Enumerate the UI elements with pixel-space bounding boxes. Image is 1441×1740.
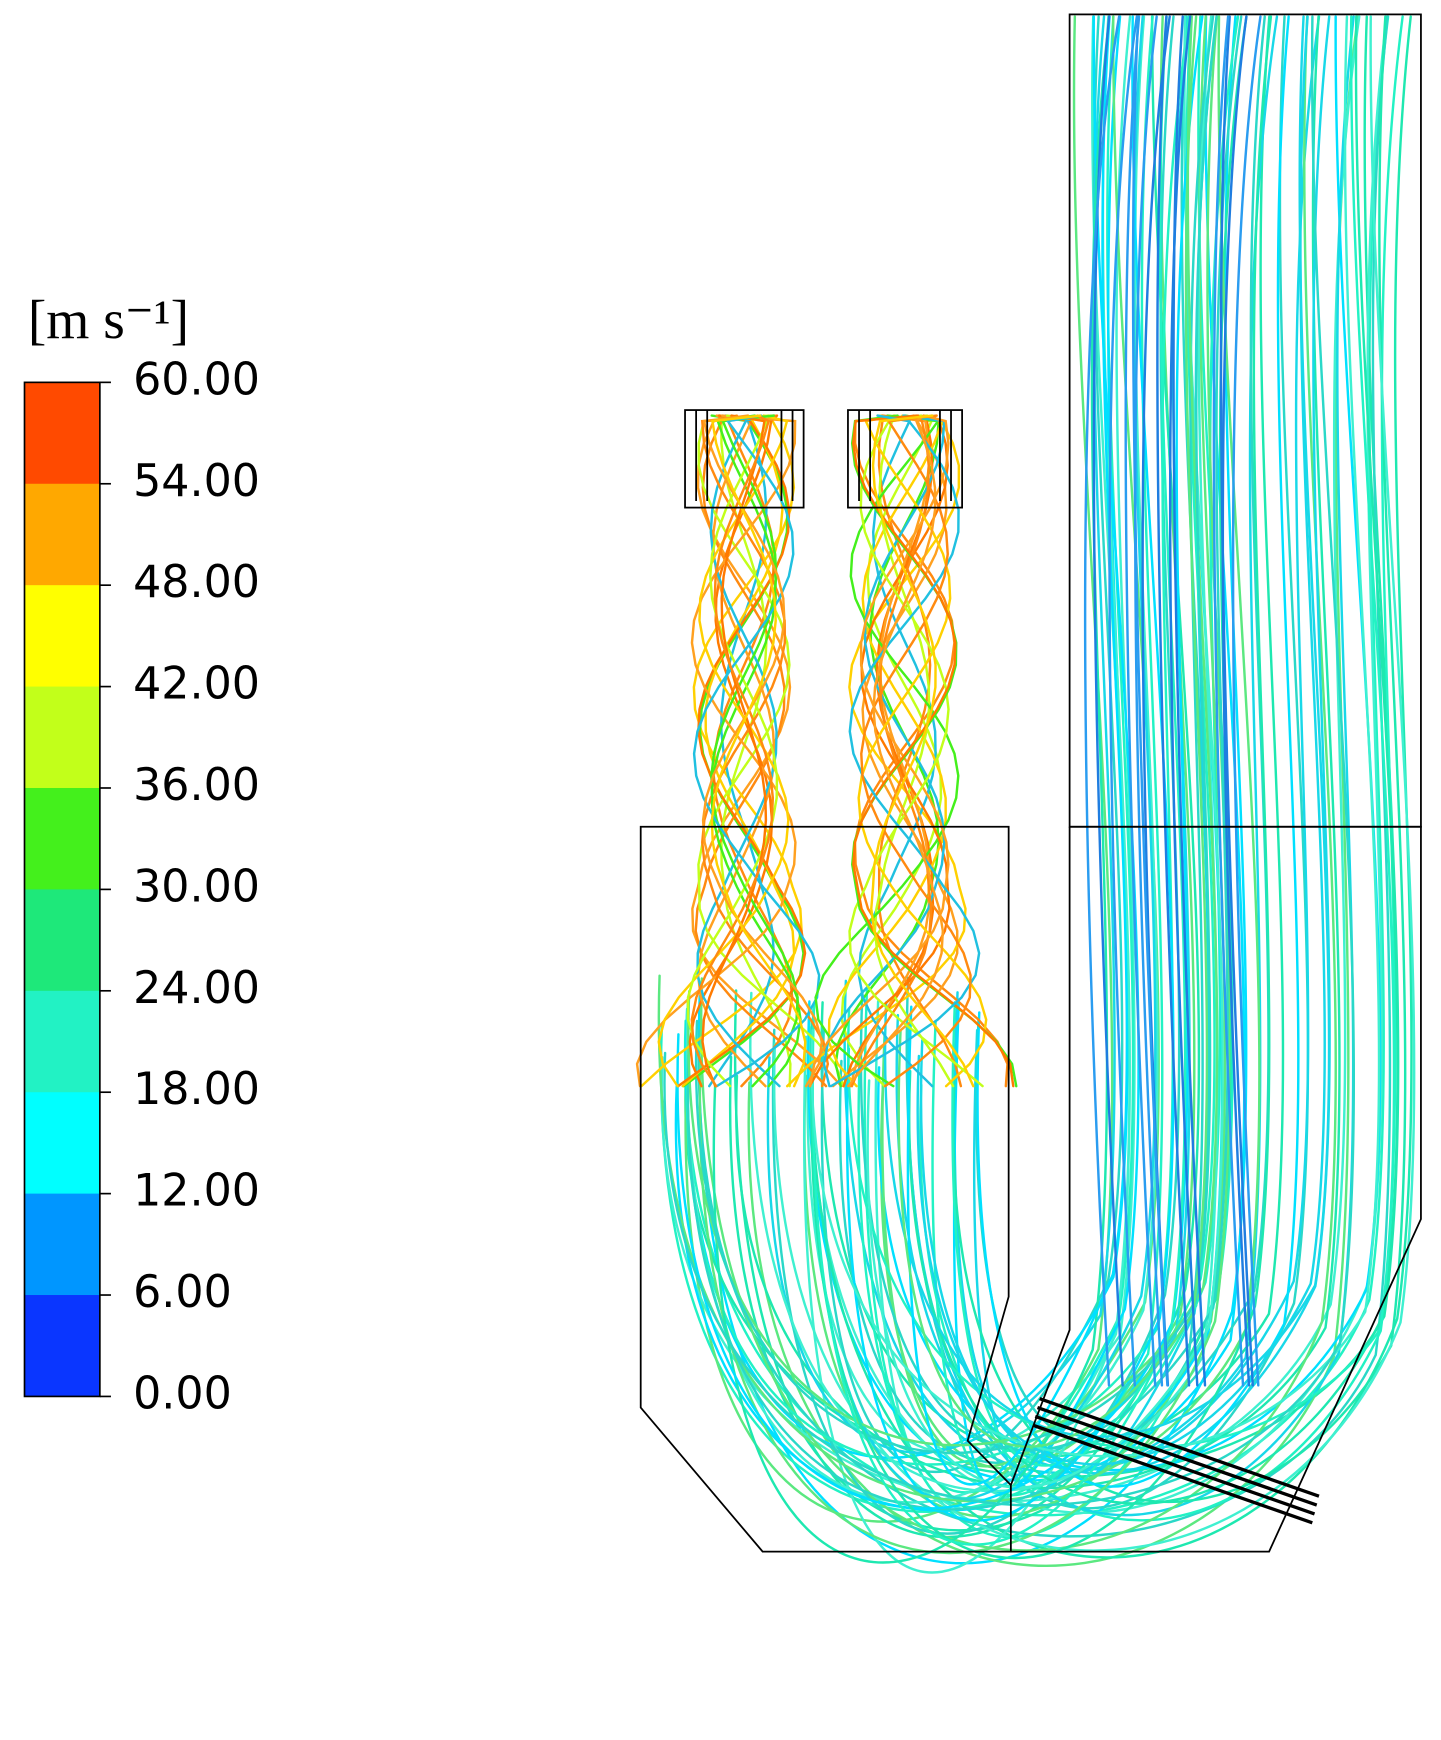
color-bin	[24, 382, 100, 485]
streamline	[1168, 15, 1199, 1387]
streamline	[735, 15, 1341, 1490]
streamline	[866, 15, 1224, 1489]
jet-streamline	[827, 414, 947, 1088]
tick-label: 0.00	[133, 1368, 232, 1419]
streamline	[766, 15, 1116, 1454]
streamline	[1083, 15, 1121, 1387]
tick-label: 54.00	[133, 456, 260, 507]
jet-streamline	[831, 414, 959, 1088]
furnace-outline	[639, 825, 1422, 1553]
unit-label: [m s⁻¹]	[28, 289, 189, 350]
streamline	[975, 15, 1270, 1443]
streamline	[810, 15, 1381, 1458]
streamline	[976, 15, 1300, 1488]
tick-label: 18.00	[133, 1064, 260, 1115]
streamline	[683, 15, 1390, 1517]
streamline	[685, 15, 1159, 1504]
burner-right	[847, 409, 963, 509]
streamline	[712, 15, 1111, 1564]
jet-streamline	[860, 414, 972, 1088]
streamline	[747, 15, 1360, 1567]
color-bin	[24, 585, 100, 688]
streamline	[810, 15, 1413, 1559]
burner-left	[684, 409, 805, 509]
streamline	[1172, 15, 1207, 1387]
streamline	[1108, 15, 1139, 1387]
tick-label: 6.00	[133, 1267, 232, 1318]
streamline	[697, 15, 1248, 1565]
color-bin	[24, 1295, 100, 1397]
colorbar: [m s⁻¹] 60.00 54.00 48.00 42.00 36.00 30.00 24…	[23, 289, 260, 1419]
streamline	[1134, 15, 1164, 1387]
streamline	[806, 15, 1136, 1455]
streamline	[883, 15, 1331, 1438]
streamline	[697, 15, 1392, 1538]
color-bin	[24, 889, 100, 992]
color-bin	[24, 483, 100, 586]
streamline	[952, 15, 1407, 1504]
jet-streamline	[676, 414, 807, 1088]
streamline	[1156, 15, 1191, 1387]
tick-label: 24.00	[133, 963, 260, 1014]
burner-inner	[695, 410, 952, 501]
streamline	[952, 15, 1140, 1493]
jet-streamline	[808, 414, 950, 1088]
streamline	[728, 15, 1248, 1532]
jet-streamline	[857, 414, 988, 1088]
tick-label: 36.00	[133, 760, 260, 811]
color-bin	[24, 686, 100, 789]
color-bin	[24, 787, 100, 890]
jet-streamline	[850, 414, 933, 1088]
jet-streamline	[686, 414, 779, 1088]
jet-streamline	[870, 414, 975, 1088]
jet-streamline	[710, 414, 802, 1088]
tick-label: 42.00	[133, 659, 260, 710]
jet-streamline	[822, 414, 946, 1088]
streamline	[820, 15, 1124, 1474]
streamline	[811, 15, 1187, 1546]
streamline	[687, 15, 1219, 1447]
streamline	[698, 15, 1231, 1555]
streamline	[772, 15, 1416, 1552]
tick-label: 12.00	[133, 1166, 260, 1217]
heat-exchanger	[1032, 1397, 1320, 1525]
tick-label: 48.00	[133, 557, 260, 608]
streamline	[1212, 15, 1245, 1387]
streamline	[1219, 15, 1255, 1387]
geometry	[639, 13, 1422, 1553]
streamline	[803, 15, 1131, 1574]
jet-streamline	[710, 414, 807, 1088]
streamline	[1221, 15, 1251, 1387]
streamline	[1231, 15, 1262, 1387]
tick-label: 30.00	[133, 861, 260, 912]
streamline	[1124, 15, 1157, 1387]
streamline	[874, 15, 1131, 1511]
streamline	[916, 15, 1326, 1466]
streamline	[847, 15, 1396, 1449]
jet-streamline	[814, 414, 960, 1088]
streamline	[1131, 15, 1169, 1387]
jet-streamline	[710, 414, 799, 1088]
streamline	[663, 15, 1356, 1507]
jet-streamline	[635, 414, 797, 1088]
jet-streamline	[829, 414, 981, 1088]
streamlines	[635, 15, 1416, 1574]
jet-streamline	[848, 414, 984, 1088]
color-bin	[24, 990, 100, 1093]
color-bin	[24, 1193, 100, 1296]
jet-streamline	[808, 414, 951, 1088]
streamline	[699, 15, 1337, 1552]
jet-streamline	[692, 414, 821, 1088]
streamline	[876, 15, 1382, 1472]
streamline	[905, 15, 1310, 1510]
jet-streamline	[700, 414, 830, 1088]
color-bin	[24, 1092, 100, 1195]
jet-streamline	[701, 414, 768, 1088]
jet-streamline	[840, 414, 943, 1088]
streamline	[820, 15, 1285, 1458]
jet-streamline	[846, 414, 945, 1088]
jet-streamline	[690, 414, 775, 1088]
tick-label: 60.00	[133, 354, 260, 405]
